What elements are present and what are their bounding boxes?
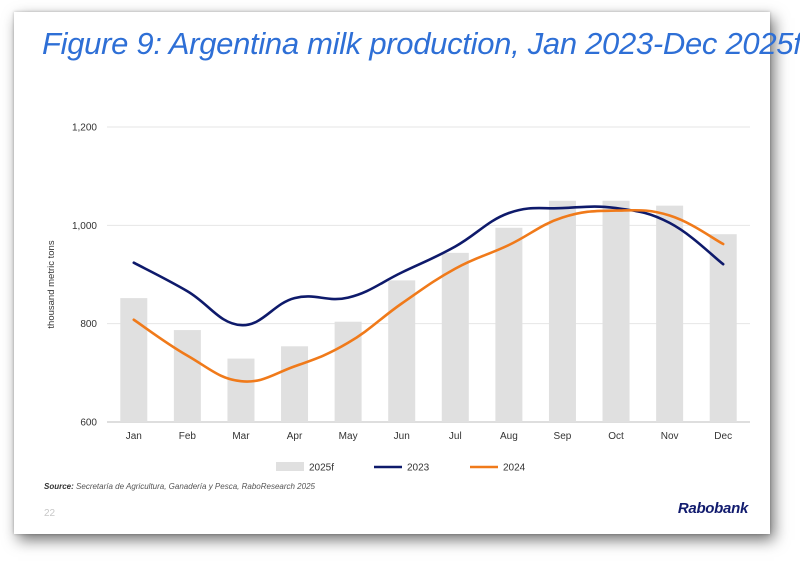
- source-label: Source:: [44, 482, 74, 491]
- x-tick-label: Oct: [608, 431, 624, 442]
- bar-2025f-jun: [388, 280, 416, 422]
- line-2024: [132, 208, 725, 383]
- bars-2025f: [120, 200, 737, 422]
- bar-2025f-jul: [441, 252, 469, 422]
- x-tick-label: Jul: [449, 431, 462, 442]
- y-tick-label: 1,000: [72, 221, 97, 232]
- gridlines: [107, 126, 750, 423]
- bar-2025f-aug: [495, 227, 523, 422]
- bar-2025f-mar: [227, 358, 255, 422]
- bar-2025f-feb: [173, 330, 201, 422]
- x-tick-label: Dec: [714, 431, 732, 442]
- brand-logo: Rabobank: [677, 500, 748, 517]
- page-title: Figure 9: Argentina milk production, Jan…: [42, 26, 800, 61]
- chart: 600 800 1,000 1,200 Jan Feb Mar Apr May Jun Jul Au…: [46, 123, 750, 474]
- bar-2025f-jan: [120, 298, 148, 422]
- legend-label-2025f: 2025f: [309, 463, 334, 474]
- bar-2025f-dec: [709, 234, 737, 422]
- x-tick-label: Jan: [126, 431, 142, 442]
- x-tick-label: Aug: [500, 431, 518, 442]
- line-2023: [132, 205, 725, 327]
- bar-2025f-oct: [602, 200, 630, 422]
- x-tick-label: Apr: [287, 431, 303, 442]
- legend-swatch-2025f: [276, 462, 304, 471]
- x-axis-ticks: Jan Feb Mar Apr May Jun Jul Aug Sep Oct Nov Dec: [126, 431, 732, 442]
- lines: [132, 205, 725, 383]
- x-tick-label: May: [339, 431, 358, 442]
- y-tick-label: 600: [80, 418, 97, 429]
- slide: Figure 9: Argentina milk production, Jan…: [14, 12, 800, 534]
- bar-2025f-nov: [656, 205, 684, 422]
- y-tick-label: 800: [80, 319, 97, 330]
- y-tick-label: 1,200: [72, 123, 97, 134]
- x-tick-label: Feb: [179, 431, 197, 442]
- legend: 2025f 2023 2024: [276, 462, 526, 474]
- x-tick-label: Jun: [394, 431, 410, 442]
- legend-label-2023: 2023: [407, 463, 430, 474]
- x-tick-label: Mar: [232, 431, 250, 442]
- x-tick-label: Nov: [661, 431, 679, 442]
- page-number: 22: [44, 508, 56, 519]
- y-axis-ticks: 600 800 1,000 1,200: [72, 123, 97, 429]
- x-tick-label: Sep: [554, 431, 572, 442]
- y-axis-title: thousand metric tons: [46, 240, 57, 328]
- bar-2025f-apr: [281, 346, 309, 422]
- bar-2025f-sep: [548, 200, 576, 422]
- source-text: Secretaría de Agricultura, Ganadería y P…: [76, 482, 315, 491]
- legend-label-2024: 2024: [503, 463, 526, 474]
- source-note: Source: Secretaría de Agricultura, Ganad…: [44, 482, 315, 491]
